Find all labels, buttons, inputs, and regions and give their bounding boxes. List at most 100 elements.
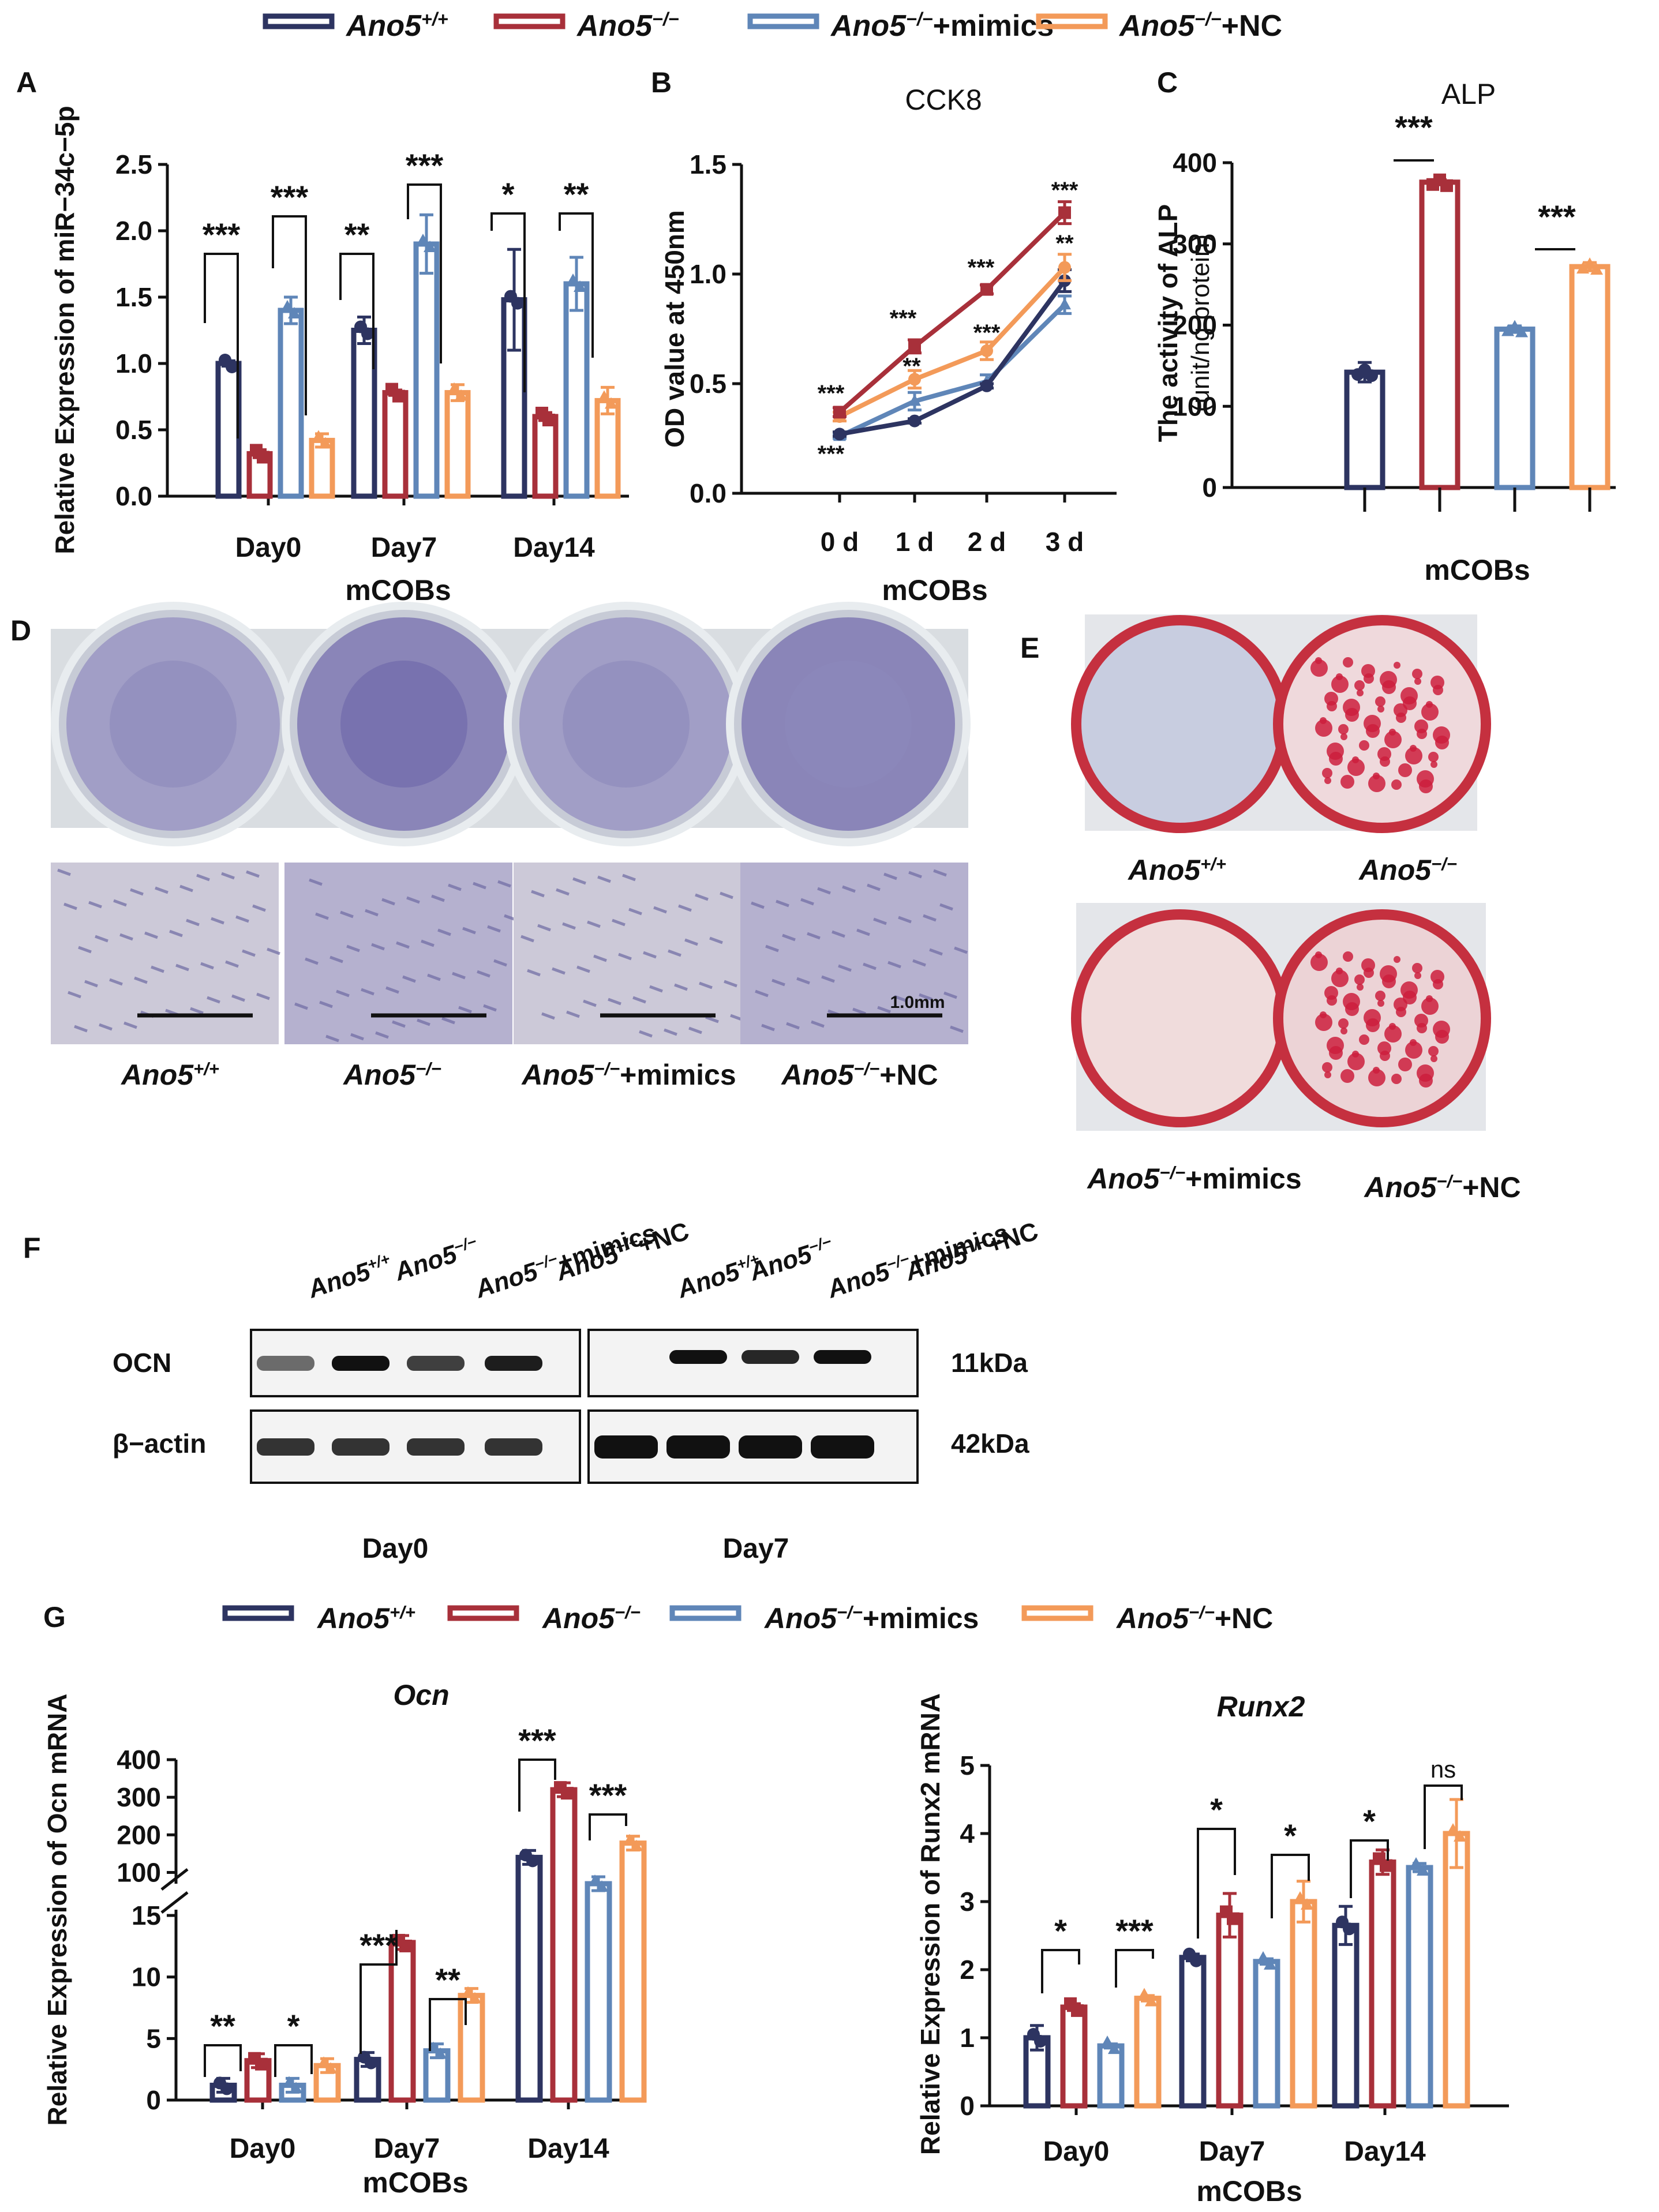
cell-mark	[668, 949, 681, 957]
x-tick-label: Day14	[1344, 2136, 1426, 2167]
cell-mark	[898, 916, 912, 924]
cell-mark	[852, 1007, 866, 1015]
cell-mark	[175, 963, 189, 972]
data-point	[1138, 1988, 1151, 2000]
significance-bracket	[490, 212, 526, 392]
significance-label: *	[1363, 1803, 1376, 1839]
mineral-nodule	[1403, 696, 1417, 710]
cell-mark	[873, 917, 887, 925]
series-line	[838, 265, 1066, 419]
genotype-name: Ano5	[541, 1602, 615, 1634]
cell-mark	[151, 965, 164, 973]
plate-label-0: Ano5+/+	[1127, 854, 1226, 887]
data-point	[598, 390, 611, 402]
y-tick-label: 400	[1173, 148, 1217, 178]
cell-mark	[200, 962, 214, 970]
data-point	[1058, 298, 1071, 310]
cell-mark	[800, 898, 814, 906]
cell-mark	[838, 964, 852, 972]
series-line	[838, 211, 1066, 414]
mineral-nodule	[1412, 669, 1422, 679]
cell-mark	[933, 869, 947, 877]
cell-mark	[566, 1010, 580, 1018]
cell-mark	[155, 886, 168, 894]
cell-mark	[527, 969, 541, 977]
y-tick-label: 100	[1173, 391, 1217, 421]
cell-mark	[572, 877, 586, 885]
cell-mark	[88, 901, 102, 909]
cell-mark	[883, 872, 897, 880]
cell-mark	[402, 975, 416, 983]
y-tick-label: 1.5	[115, 282, 152, 312]
data-point	[596, 1880, 608, 1892]
genotype-name: Ano5	[391, 1240, 460, 1287]
cell-mark	[437, 928, 451, 936]
cell-mark	[943, 991, 957, 999]
y-tick-label: 5	[960, 1750, 975, 1780]
mineral-nodule	[1433, 979, 1443, 989]
cell-mark	[699, 981, 713, 989]
genotype-superscript: −/−	[652, 9, 679, 29]
blot-day-label: Day7	[723, 1534, 789, 1564]
mineral-nodule	[1345, 1002, 1359, 1016]
significance-label: *	[1054, 1913, 1067, 1949]
blot-row-label: OCN	[113, 1348, 171, 1378]
alizarin-well	[1071, 909, 1289, 1127]
x-tick-label: 0 d	[821, 527, 859, 557]
mineral-nodule	[1394, 662, 1400, 669]
bar	[1443, 1831, 1470, 2109]
genotype-superscript: +/+	[390, 1602, 415, 1622]
cell-mark	[919, 993, 933, 1001]
significance-label: ***	[518, 1722, 556, 1759]
significance-label: **	[344, 216, 370, 253]
data-point	[1508, 320, 1521, 332]
cell-mark	[807, 932, 821, 940]
plate-stain-center	[110, 661, 237, 788]
mineral-nodule	[1419, 779, 1433, 793]
mineral-nodule	[1430, 761, 1437, 768]
bar	[532, 414, 559, 499]
cell-mark	[294, 1002, 308, 1010]
cell-mark	[221, 872, 235, 880]
cell-mark	[190, 1007, 204, 1015]
data-point	[574, 280, 586, 292]
y-tick-label: 300	[117, 1782, 161, 1812]
mineral-nodule	[1417, 1023, 1427, 1033]
genotype-name: Ano5	[1358, 854, 1432, 886]
genotype-superscript: −/−	[1189, 1602, 1215, 1622]
significance-label: ***	[406, 147, 444, 183]
bar	[458, 1993, 485, 2103]
data-point	[623, 1834, 636, 1846]
significance-label: ***	[818, 441, 845, 467]
y-tick-label: 1.0	[690, 259, 726, 289]
significance-label: ***	[271, 179, 309, 215]
cell-mark	[688, 1026, 702, 1034]
significance-label: ***	[1051, 178, 1078, 203]
cell-mark	[695, 893, 709, 901]
mineral-nodule	[1428, 752, 1439, 762]
genotype-name: Ano5	[746, 1240, 815, 1287]
mineral-nodule	[1435, 736, 1449, 749]
mineral-nodule	[1421, 703, 1439, 721]
data-point	[324, 2062, 337, 2074]
genotype-superscript: −/−	[806, 1232, 833, 1256]
cell-mark	[786, 1022, 800, 1030]
mineral-nodule	[1338, 1018, 1349, 1029]
cell-mark	[811, 1020, 825, 1028]
panel-letter-D: D	[10, 614, 31, 647]
mineral-nodule	[1315, 1014, 1332, 1031]
data-point	[226, 361, 238, 373]
cell-mark	[724, 980, 737, 988]
data-point	[1447, 1823, 1459, 1835]
blot-band	[257, 1356, 314, 1371]
bar	[1406, 1865, 1433, 2109]
mineral-nodule	[1382, 974, 1396, 988]
lane-label: Ano5−/−	[391, 1232, 482, 1287]
data-point	[980, 379, 993, 392]
significance-label: ***	[968, 255, 995, 280]
legend-label-top-0: Ano5+/+	[345, 9, 448, 43]
data-point	[1190, 1954, 1203, 1967]
x-tick-label: Day0	[235, 533, 302, 563]
genotype-name: Ano5	[673, 1257, 743, 1304]
